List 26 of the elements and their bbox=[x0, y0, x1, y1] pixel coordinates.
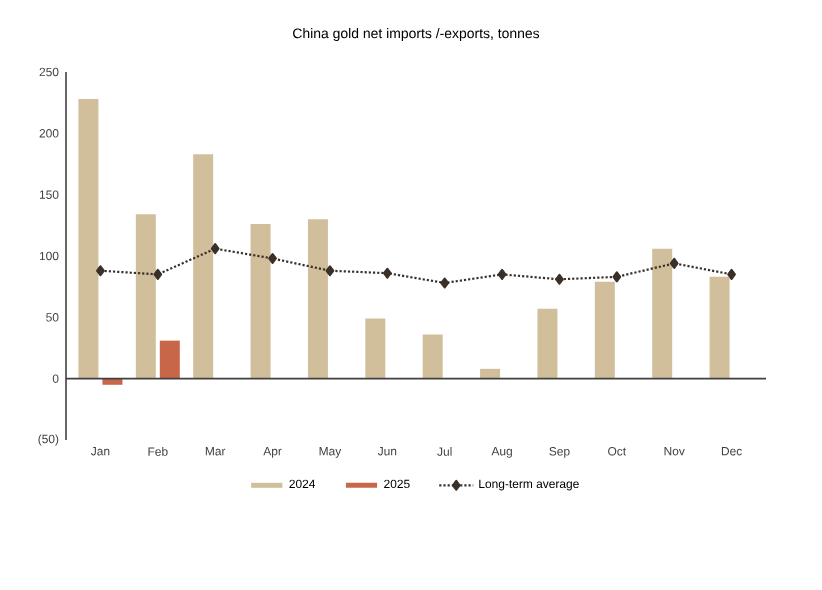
bar bbox=[78, 98, 99, 379]
point bbox=[440, 277, 450, 289]
point bbox=[612, 271, 622, 283]
point bbox=[96, 265, 105, 277]
point bbox=[727, 268, 736, 280]
bar bbox=[135, 214, 156, 379]
bar bbox=[102, 378, 123, 385]
bar bbox=[422, 334, 443, 379]
bar bbox=[480, 368, 501, 379]
bar bbox=[709, 276, 730, 379]
point bbox=[497, 268, 507, 280]
point bbox=[669, 257, 679, 269]
bar bbox=[307, 219, 328, 379]
bar bbox=[365, 318, 386, 379]
point bbox=[153, 268, 163, 280]
bar bbox=[652, 248, 673, 379]
point bbox=[325, 265, 335, 277]
point bbox=[382, 267, 392, 279]
point bbox=[210, 243, 220, 255]
point bbox=[268, 252, 277, 264]
bar bbox=[193, 154, 214, 379]
bar bbox=[250, 224, 271, 379]
bar bbox=[159, 340, 180, 379]
bar bbox=[594, 281, 615, 379]
bar bbox=[537, 308, 558, 379]
point bbox=[555, 273, 564, 285]
